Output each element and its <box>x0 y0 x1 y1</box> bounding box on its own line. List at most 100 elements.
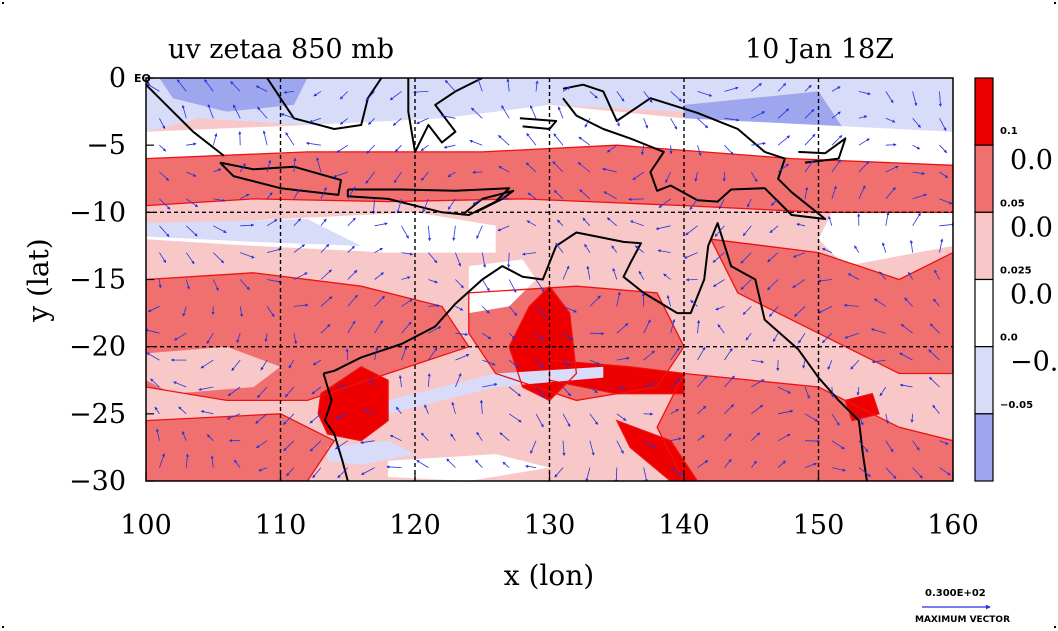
wind-vector <box>584 243 591 253</box>
neutral-patch-gulf <box>468 259 536 314</box>
colorbar-swatch <box>974 278 994 348</box>
wind-vector <box>361 467 375 475</box>
wind-vector <box>767 279 779 291</box>
wind-vector <box>320 324 331 334</box>
wind-vector <box>508 279 517 293</box>
wind-vector <box>336 144 349 153</box>
wind-vector <box>831 86 841 92</box>
wind-vector <box>158 279 162 289</box>
x-tick-label: 110 <box>255 510 307 541</box>
y-tick-label: 0 <box>109 63 126 94</box>
wind-vector <box>697 91 713 97</box>
wind-vector <box>584 118 591 128</box>
wind-vector <box>697 118 709 129</box>
wind-vector <box>333 171 348 178</box>
wind-vector <box>501 105 510 119</box>
wind-vector <box>374 272 384 280</box>
wind-vector <box>420 171 429 181</box>
wind-vector <box>347 245 355 253</box>
wind-vector <box>899 383 913 388</box>
pos-patch-west <box>146 346 281 394</box>
wind-vector <box>881 242 887 253</box>
wind-vector <box>804 84 812 92</box>
y-tick-label: −20 <box>69 332 126 363</box>
wind-vector <box>777 386 791 394</box>
wind-vector <box>526 220 537 227</box>
wind-vector <box>389 91 402 101</box>
wind-vector <box>182 306 187 317</box>
wind-vector <box>589 91 598 99</box>
wind-vector <box>527 192 537 200</box>
wind-vector <box>309 117 322 123</box>
wind-vector <box>643 118 649 129</box>
wind-vector <box>233 104 241 119</box>
wind-vector <box>690 300 698 307</box>
wind-vector <box>655 225 671 231</box>
wind-vector <box>740 279 752 290</box>
wind-vector <box>904 297 913 307</box>
wind-vector <box>416 459 429 468</box>
wind-vector <box>535 413 544 428</box>
wind-vector <box>293 333 298 345</box>
wind-vector <box>939 118 947 131</box>
wind-vector <box>173 381 187 388</box>
wind-vector <box>335 413 348 420</box>
wind-vector <box>363 409 375 415</box>
wind-vector <box>585 467 591 481</box>
wind-vector <box>562 265 570 280</box>
wind-vector <box>186 171 197 177</box>
wind-vector <box>320 296 333 307</box>
wind-vector <box>476 431 483 441</box>
wind-vector <box>899 352 913 361</box>
wind-vector <box>858 161 870 173</box>
map-field <box>146 78 953 481</box>
wind-vector <box>206 434 214 441</box>
wind-vector <box>525 464 537 468</box>
neg-core-north <box>159 78 308 112</box>
wind-vector <box>750 460 757 468</box>
wind-vector <box>847 273 860 280</box>
wind-vector <box>666 294 671 307</box>
neg-patch-sw <box>327 440 415 465</box>
wind-vector <box>535 386 546 398</box>
wind-vector <box>643 467 648 481</box>
wind-vector <box>858 413 864 426</box>
wind-vector <box>821 332 833 344</box>
wind-vector <box>745 332 752 341</box>
wind-vector <box>777 433 791 442</box>
wind-vector <box>369 378 375 388</box>
wind-vectors <box>146 78 953 481</box>
wind-vector <box>293 272 308 280</box>
wind-vector <box>262 130 268 146</box>
wind-vector <box>747 198 752 208</box>
wind-vector <box>280 113 295 119</box>
wind-vector <box>912 171 926 175</box>
wind-vector <box>186 142 197 146</box>
wind-vector <box>616 118 620 127</box>
y-axis-label: y (lat) <box>22 238 55 322</box>
wind-vector <box>804 186 809 199</box>
wind-vector <box>368 118 375 125</box>
wind-vector <box>374 346 379 361</box>
wind-vector <box>562 306 577 313</box>
wind-vector <box>912 91 918 107</box>
wind-vector <box>395 406 402 415</box>
wind-vector <box>256 440 268 449</box>
wind-vector <box>939 171 949 178</box>
wind-vector <box>213 225 227 233</box>
wind-vector <box>401 346 407 361</box>
wind-vector <box>347 217 356 227</box>
wind-vector <box>778 409 794 415</box>
wind-vector <box>159 225 170 237</box>
wind-vector <box>283 90 294 94</box>
wind-vector <box>146 328 160 334</box>
wind-vector <box>396 198 402 214</box>
wind-vector <box>769 225 779 234</box>
wind-vector <box>347 320 356 334</box>
wind-vector <box>284 386 295 398</box>
wind-vector <box>455 373 462 388</box>
wind-vector <box>831 159 841 173</box>
wind-vector <box>266 219 278 227</box>
colorbar-swatch <box>974 144 994 213</box>
